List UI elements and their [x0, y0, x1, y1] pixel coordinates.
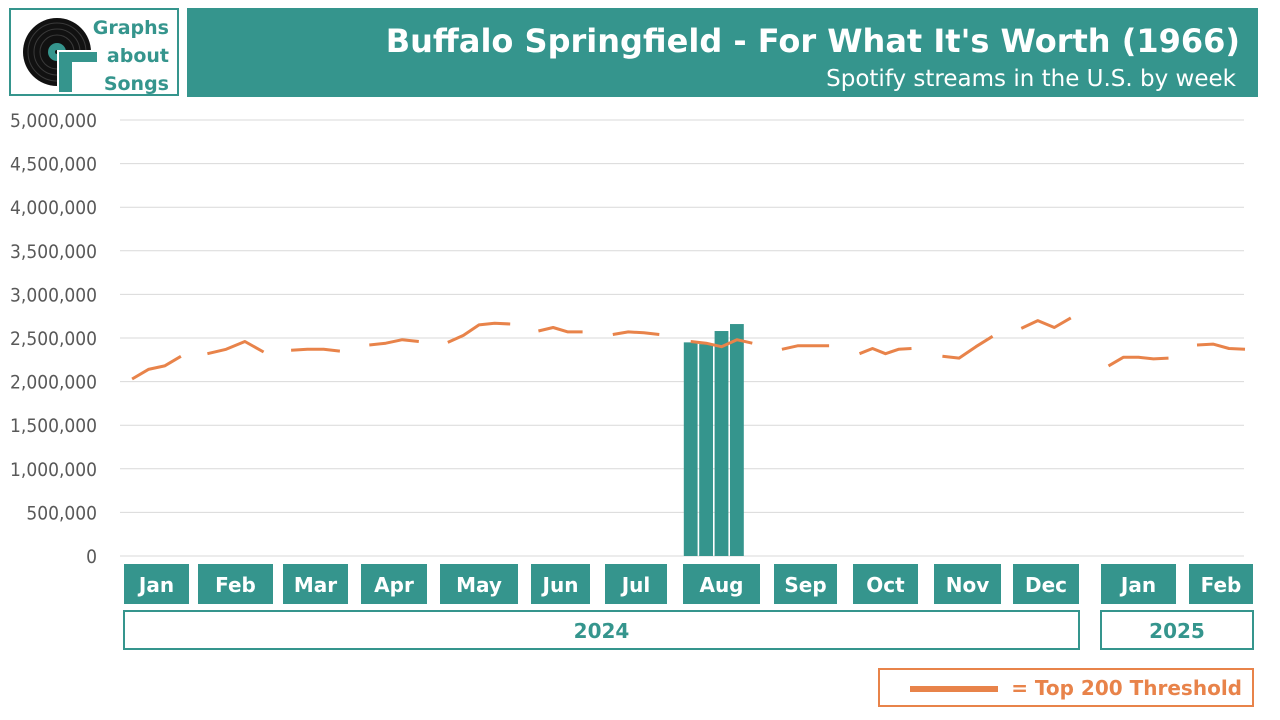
month-label: May: [456, 573, 502, 597]
vinyl-record-icon: [23, 18, 103, 94]
logo-line: about: [106, 45, 169, 67]
month-label-box: [1101, 564, 1176, 604]
y-tick-label: 1,500,000: [10, 415, 97, 437]
y-tick-label: 4,500,000: [10, 154, 97, 176]
threshold-line-segment: [1196, 342, 1246, 351]
threshold-line-segment: [690, 338, 753, 349]
title-banner: Buffalo Springfield - For What It's Wort…: [187, 8, 1258, 97]
year-label: 2024: [574, 619, 630, 643]
threshold-line-segment: [858, 347, 912, 356]
month-label-box: [853, 564, 918, 604]
month-label: Apr: [374, 573, 414, 597]
month-label-box: [440, 564, 518, 604]
year-box: [1100, 610, 1254, 650]
y-tick-label: 3,500,000: [10, 241, 97, 263]
month-label: Feb: [1201, 573, 1242, 597]
month-label: Nov: [946, 573, 990, 597]
y-tick-label: 4,000,000: [10, 197, 97, 219]
threshold-line-segment: [538, 326, 583, 334]
month-label-box: [531, 564, 590, 604]
y-tick-label: 2,000,000: [10, 372, 97, 394]
month-label-box: [361, 564, 427, 604]
month-label: Oct: [866, 573, 905, 597]
threshold-line-segment: [612, 330, 660, 336]
month-label: Jan: [137, 573, 174, 597]
month-label: Jan: [1119, 573, 1156, 597]
month-label-box: [934, 564, 1001, 604]
month-label: Dec: [1025, 573, 1067, 597]
year-label: 2025: [1149, 619, 1205, 643]
chart-title: Buffalo Springfield - For What It's Wort…: [385, 22, 1240, 60]
threshold-line-segment: [781, 344, 830, 351]
y-tick-label: 0: [86, 546, 97, 568]
chart-subtitle: Spotify streams in the U.S. by week: [826, 66, 1236, 92]
threshold-line-segment: [942, 335, 994, 360]
month-label-box: [198, 564, 273, 604]
month-label-box: [124, 564, 189, 604]
threshold-line-segment: [207, 340, 265, 356]
y-tick-label: 3,000,000: [10, 284, 97, 306]
legend: = Top 200 Threshold: [878, 668, 1254, 707]
logo-text: Graphs about Songs: [79, 14, 169, 98]
threshold-line-segment: [447, 321, 511, 344]
legend-line-swatch: [910, 686, 998, 692]
month-label: Feb: [215, 573, 256, 597]
month-label-box: [1013, 564, 1079, 604]
month-label-box: [605, 564, 667, 604]
logo-line: Songs: [103, 73, 169, 95]
stream-bar: [699, 344, 713, 556]
y-tick-label: 5,000,000: [10, 110, 97, 132]
month-label-box: [683, 564, 760, 604]
stream-bar: [730, 324, 744, 556]
month-label-box: [283, 564, 348, 604]
y-tick-label: 1,000,000: [10, 459, 97, 481]
threshold-line-segment: [291, 347, 341, 353]
logo-line: Graphs: [92, 17, 169, 39]
logo: Graphs about Songs: [9, 8, 179, 96]
y-tick-label: 2,500,000: [10, 328, 97, 350]
stream-bar: [714, 331, 729, 556]
month-label: Sep: [784, 573, 826, 597]
threshold-line-segment: [369, 338, 419, 347]
threshold-line-segment: [131, 355, 182, 381]
month-label: Jul: [620, 573, 651, 597]
month-label: Mar: [294, 573, 337, 597]
y-tick-label: 500,000: [26, 502, 97, 524]
month-label: Aug: [699, 573, 743, 597]
stream-bar: [683, 342, 698, 556]
month-label-box: [774, 564, 837, 604]
threshold-line-segment: [1020, 316, 1072, 330]
threshold-line-segment: [1107, 355, 1169, 368]
month-label-box: [1189, 564, 1253, 604]
year-box: [123, 610, 1080, 650]
month-label: Jun: [541, 573, 579, 597]
legend-label: = Top 200 Threshold: [1011, 676, 1242, 700]
